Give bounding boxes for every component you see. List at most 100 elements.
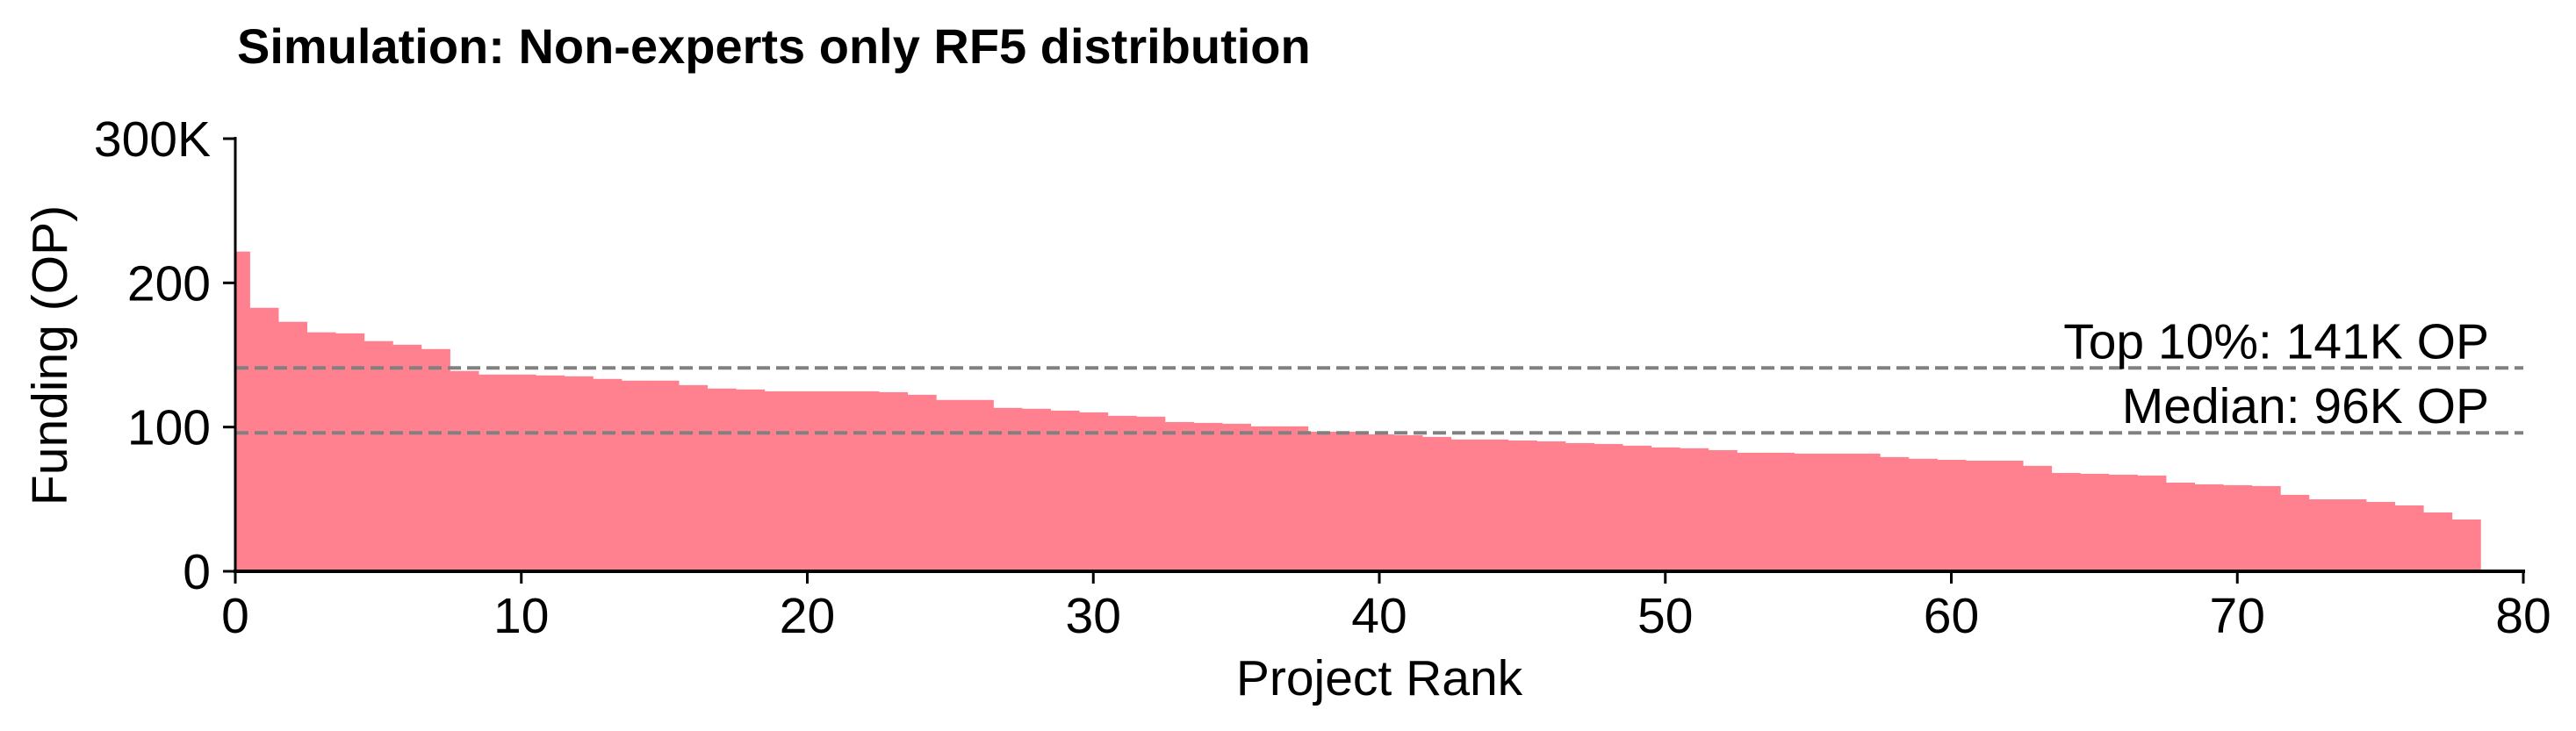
bar-rank-71 [2251,485,2281,571]
bar-rank-13 [593,378,622,571]
bar-rank-19 [764,391,794,571]
bar-rank-58 [1880,456,1910,571]
bar-rank-2 [277,321,308,571]
bar-rank-17 [707,388,737,571]
bar-rank-38 [1307,431,1337,571]
bar-rank-36 [1250,426,1280,571]
bar-rank-60 [1937,459,1967,571]
y-tick-label: 300K [94,111,211,168]
x-tick-label: 10 [493,588,549,644]
bar-rank-65 [2080,473,2110,571]
bar-rank-50 [1651,447,1680,571]
bar-rank-55 [1794,453,1824,571]
bar-rank-6 [392,344,422,571]
bar-rank-0 [235,251,250,571]
bar-rank-46 [1536,441,1566,571]
bar-rank-44 [1479,439,1509,571]
bar-rank-59 [1908,458,1938,571]
reference-line-label-1: Median: 96K OP [2122,378,2489,434]
bar-rank-24 [907,394,937,571]
bars-group [235,251,2481,571]
axes: 0 10 20 30 40 50 60 70 80 0 100 200 300K [94,111,2551,644]
bar-rank-66 [2108,474,2138,571]
bar-rank-9 [478,374,508,571]
bar-rank-30 [1078,412,1109,571]
bar-rank-67 [2137,475,2167,571]
bar-rank-56 [1822,453,1853,571]
bar-rank-54 [1765,452,1795,571]
bar-rank-33 [1164,421,1194,571]
bar-rank-74 [2337,498,2367,571]
x-tick-label: 70 [2210,588,2265,644]
bar-rank-15 [650,380,680,571]
bar-rank-64 [2051,472,2081,571]
bar-rank-48 [1594,443,1623,571]
bar-rank-43 [1450,439,1480,571]
bar-rank-7 [421,348,450,571]
bar-rank-22 [850,391,880,571]
reference-line-label-0: Top 10%: 141K OP [2063,313,2489,369]
x-tick-label: 50 [1637,588,1693,644]
bar-rank-73 [2308,498,2338,571]
bar-rank-51 [1680,448,1709,571]
bar-rank-32 [1136,416,1166,571]
bar-rank-31 [1107,415,1137,571]
bar-rank-18 [736,389,766,571]
bar-rank-26 [964,399,994,571]
bar-rank-68 [2165,482,2195,571]
bar-rank-23 [878,391,909,571]
y-axis-label: Funding (OP) [22,205,78,505]
bar-rank-42 [1421,436,1452,571]
bar-rank-53 [1737,452,1767,571]
bar-rank-12 [564,376,594,571]
bar-rank-57 [1851,453,1881,571]
bar-rank-47 [1565,442,1594,571]
bar-rank-14 [621,380,651,571]
x-tick-label: 40 [1351,588,1407,644]
bar-rank-72 [2280,494,2310,571]
bar-rank-3 [306,332,336,571]
chart-title: Simulation: Non-experts only RF5 distrib… [237,18,1311,74]
bar-rank-41 [1393,434,1423,571]
bar-rank-76 [2394,505,2424,571]
bar-rank-10 [507,374,536,571]
bar-rank-70 [2222,484,2253,571]
bar-rank-52 [1708,449,1738,571]
y-tick-label: 100 [127,400,211,456]
bar-rank-21 [821,391,851,571]
bar-rank-77 [2422,512,2453,571]
bar-rank-37 [1278,426,1309,571]
x-tick-label: 60 [1924,588,1979,644]
bar-rank-20 [793,391,823,571]
bar-rank-29 [1050,410,1080,571]
x-axis-label: Project Rank [1236,650,1523,706]
x-tick-label: 30 [1066,588,1121,644]
reference-lines: Top 10%: 141K OP Median: 96K OP [235,313,2523,435]
bar-rank-45 [1507,440,1537,571]
bar-rank-40 [1364,434,1394,571]
bar-rank-16 [678,384,709,571]
x-tick-label: 0 [221,588,249,644]
bar-rank-62 [1994,460,2024,571]
y-tick-label: 0 [183,544,211,600]
bar-rank-75 [2365,501,2396,571]
bar-rank-39 [1336,431,1366,571]
bar-rank-1 [249,307,279,571]
bar-rank-25 [936,399,966,571]
bar-rank-61 [1965,460,1995,571]
x-tick-label: 80 [2495,588,2551,644]
bar-rank-4 [335,333,365,571]
bar-rank-28 [1021,408,1051,571]
bar-rank-63 [2022,465,2053,571]
bar-rank-5 [363,340,393,571]
bar-rank-78 [2451,520,2481,571]
bar-rank-69 [2194,484,2224,571]
bar-rank-11 [536,375,565,571]
bar-rank-8 [450,370,479,571]
bar-rank-35 [1221,423,1252,571]
bar-rank-34 [1193,422,1223,571]
bar-rank-27 [993,407,1023,571]
y-tick-label: 200 [127,255,211,312]
bar-rank-49 [1622,445,1652,571]
